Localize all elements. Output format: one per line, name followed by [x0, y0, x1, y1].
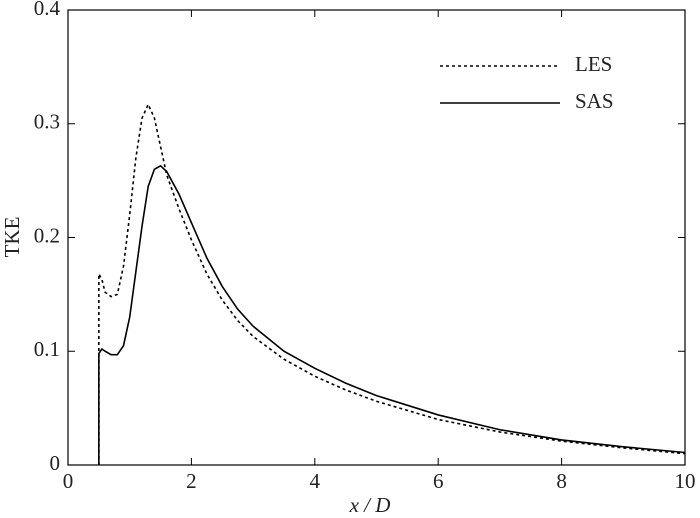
plot-frame: [67, 9, 686, 466]
y-tick-label: 0.4: [34, 0, 61, 20]
y-tick-label: 0.2: [34, 223, 60, 247]
y-tick-label: 0.3: [34, 110, 60, 134]
x-tick-label: 10: [675, 469, 696, 493]
x-tick-label: 8: [556, 469, 567, 493]
y-tick-label: 0.1: [34, 337, 60, 361]
data-line: [98, 102, 686, 465]
x-tick-label: 2: [186, 469, 197, 493]
x-axis-label: x / D: [349, 493, 391, 517]
data-line: [98, 164, 686, 465]
x-tick-label: 6: [433, 469, 444, 493]
legend-label: LES: [575, 52, 612, 76]
y-axis-label: TKE: [0, 217, 24, 258]
x-tick-label: 4: [310, 469, 321, 493]
y-tick-label: 0: [50, 451, 61, 475]
legend-label: SAS: [575, 89, 614, 113]
x-tick-label: 0: [63, 469, 74, 493]
